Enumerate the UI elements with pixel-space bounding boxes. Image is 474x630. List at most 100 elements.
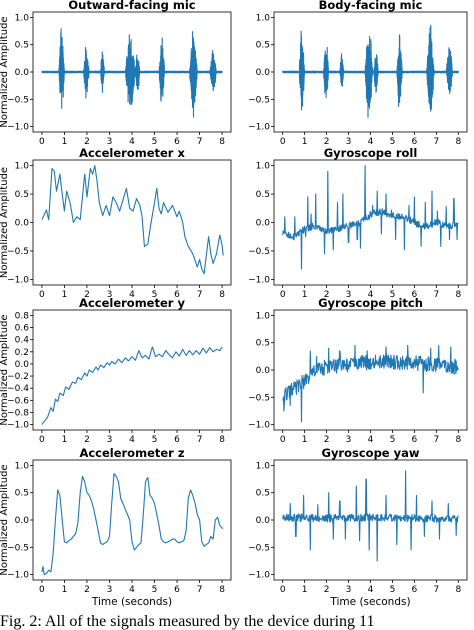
x-tick-label: 6 <box>174 290 180 300</box>
x-tick-label: 1 <box>302 290 308 300</box>
x-tick-label: 3 <box>107 435 113 445</box>
y-tick-label: −0.5 <box>7 95 29 105</box>
x-axis-label: Time (seconds) <box>91 596 172 608</box>
x-tick-label: 3 <box>107 585 113 595</box>
x-tick-label: 4 <box>368 585 374 595</box>
subplot-gyroscope-yaw: Gyroscope yaw 0 1 2 3 4 5 6 7 8 −1.0 −0.5 0.0 0.5 1.0 T… <box>248 446 468 608</box>
x-tick-label: 2 <box>84 585 90 595</box>
y-tick-label: 0.5 <box>256 190 270 200</box>
y-tick-label: 0.8 <box>15 311 30 321</box>
x-tick-label: 6 <box>412 290 418 300</box>
series-line-accelerometer-x <box>41 165 224 275</box>
y-tick-label: 1.0 <box>256 162 271 172</box>
x-tick-label: 5 <box>390 435 396 445</box>
y-tick-label: −0.5 <box>248 95 270 105</box>
y-tick-label: 0.0 <box>15 360 30 370</box>
x-tick-label: 3 <box>346 137 352 147</box>
y-tick-label: 1.0 <box>256 311 271 321</box>
x-tick-label: 0 <box>280 585 286 595</box>
x-tick-label: 8 <box>219 137 225 147</box>
x-tick-label: 5 <box>152 435 158 445</box>
x-tick-label: 6 <box>174 585 180 595</box>
series-line-gyroscope-pitch <box>282 344 459 423</box>
x-tick-label: 3 <box>346 290 352 300</box>
y-axis-label: Normalized Amplitude <box>0 167 10 278</box>
subplot-gyroscope-roll: Gyroscope roll 0 1 2 3 4 5 6 7 8 −1.0 −0.5 0.0 0.5 1.0 <box>248 146 468 300</box>
x-tick-label: 7 <box>433 290 439 300</box>
y-tick-label: 0.0 <box>256 219 271 229</box>
x-tick-label: 1 <box>302 137 308 147</box>
y-tick-label: 0.0 <box>15 219 30 229</box>
y-axis-label: Normalized Amplitude <box>0 464 10 575</box>
y-tick-label: 0.5 <box>15 489 29 499</box>
x-tick-label: 4 <box>129 137 135 147</box>
x-tick-label: 5 <box>152 137 158 147</box>
x-tick-label: 0 <box>39 585 45 595</box>
x-tick-label: 8 <box>219 585 225 595</box>
x-tick-label: 8 <box>219 435 225 445</box>
y-tick-label: −1.0 <box>248 571 270 581</box>
x-tick-label: 2 <box>324 585 330 595</box>
series-line-gyroscope-yaw <box>282 470 459 562</box>
y-tick-label: −1.0 <box>7 571 29 581</box>
x-tick-label: 7 <box>433 585 439 595</box>
y-tick-label: −1.0 <box>248 123 270 133</box>
x-tick-label: 0 <box>280 290 286 300</box>
plot-area <box>273 309 468 431</box>
x-tick-label: 7 <box>433 435 439 445</box>
x-tick-label: 6 <box>412 137 418 147</box>
series-line-outward-facing-mic <box>41 28 223 118</box>
x-tick-label: 5 <box>390 137 396 147</box>
chart-title: Outward-facing mic <box>68 0 195 12</box>
x-tick-label: 2 <box>324 290 330 300</box>
chart-title: Accelerometer z <box>79 446 184 460</box>
y-tick-label: −0.5 <box>248 247 270 257</box>
x-tick-label: 3 <box>346 585 352 595</box>
y-tick-label: 1.0 <box>15 162 30 172</box>
x-tick-label: 4 <box>129 435 135 445</box>
chart-title: Gyroscope yaw <box>322 446 420 460</box>
y-tick-label: 0.0 <box>15 516 30 526</box>
x-tick-label: 0 <box>39 435 45 445</box>
x-tick-label: 1 <box>302 585 308 595</box>
y-tick-label: −0.4 <box>7 384 29 394</box>
x-tick-label: 8 <box>455 137 461 147</box>
y-tick-label: 1.0 <box>256 13 271 23</box>
y-tick-label: −0.5 <box>248 393 270 403</box>
series-line-accelerometer-z <box>41 473 224 576</box>
series-line-accelerometer-y <box>41 346 223 425</box>
series-line-gyroscope-roll <box>282 165 459 270</box>
subplot-body-facing-mic: Body-facing mic 0 1 2 3 4 5 6 7 8 −1.0 −0.5 0.0 0.5 1.… <box>248 0 468 147</box>
y-tick-label: 1.0 <box>15 13 30 23</box>
x-tick-label: 5 <box>152 290 158 300</box>
series-line-body-facing-mic <box>282 24 459 118</box>
x-tick-label: 4 <box>129 585 135 595</box>
subplot-gyroscope-pitch: Gyroscope pitch 0 1 2 3 4 5 6 7 8 −1.0 −0.5 0.0 0.5 1.… <box>248 296 468 445</box>
x-tick-label: 1 <box>62 137 68 147</box>
x-tick-label: 2 <box>84 290 90 300</box>
x-tick-label: 1 <box>62 585 68 595</box>
x-tick-label: 5 <box>390 585 396 595</box>
x-tick-label: 3 <box>346 435 352 445</box>
y-axis-label: Normalized Amplitude <box>0 16 10 127</box>
x-tick-label: 1 <box>62 435 68 445</box>
chart-title: Accelerometer x <box>79 146 185 160</box>
chart-title: Body-facing mic <box>319 0 423 12</box>
y-tick-label: −1.0 <box>248 275 270 285</box>
x-tick-label: 1 <box>302 435 308 445</box>
y-tick-label: −0.6 <box>7 396 29 406</box>
y-tick-label: −1.0 <box>7 123 29 133</box>
x-tick-label: 0 <box>39 137 45 147</box>
y-tick-label: 0.0 <box>256 366 271 376</box>
x-tick-label: 4 <box>368 435 374 445</box>
figure-caption: Fig. 2: All of the signals measured by t… <box>0 614 375 630</box>
y-tick-label: 1.0 <box>15 461 30 471</box>
x-tick-label: 6 <box>174 137 180 147</box>
y-tick-label: −0.2 <box>7 372 29 382</box>
y-axis-label: Normalized Amplitude <box>0 314 10 425</box>
subplot-accelerometer-x: Accelerometer x 0 1 2 3 4 5 6 7 8 −1.0 −0.5 0.0 0.5 1.… <box>0 146 232 300</box>
y-tick-label: 1.0 <box>256 461 271 471</box>
x-tick-label: 8 <box>455 290 461 300</box>
x-tick-label: 8 <box>455 585 461 595</box>
y-tick-label: 0.5 <box>256 41 270 51</box>
